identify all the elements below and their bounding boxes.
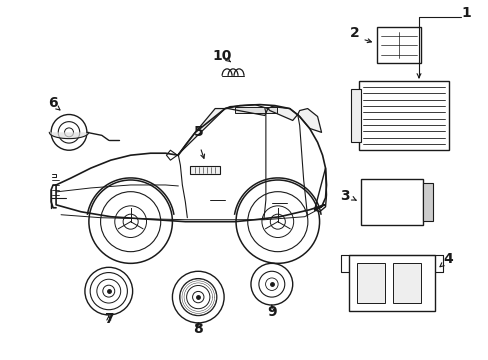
Text: 9: 9 — [266, 305, 276, 319]
Circle shape — [115, 206, 146, 238]
FancyBboxPatch shape — [190, 166, 220, 174]
Circle shape — [265, 278, 278, 291]
Circle shape — [101, 192, 161, 252]
Polygon shape — [178, 109, 224, 156]
Circle shape — [262, 206, 293, 238]
Circle shape — [64, 128, 73, 137]
Text: 2: 2 — [349, 26, 359, 40]
Text: 5: 5 — [193, 125, 203, 139]
Text: 6: 6 — [48, 96, 58, 109]
FancyBboxPatch shape — [376, 27, 420, 63]
Circle shape — [89, 180, 172, 264]
Circle shape — [192, 291, 203, 303]
Circle shape — [247, 192, 307, 252]
FancyBboxPatch shape — [235, 107, 276, 113]
Circle shape — [90, 273, 127, 310]
Polygon shape — [297, 109, 321, 132]
FancyBboxPatch shape — [351, 89, 361, 142]
FancyBboxPatch shape — [359, 81, 448, 150]
Circle shape — [270, 214, 285, 229]
Circle shape — [236, 180, 319, 264]
Polygon shape — [49, 132, 88, 139]
FancyBboxPatch shape — [392, 264, 420, 303]
FancyBboxPatch shape — [357, 264, 385, 303]
Text: 3: 3 — [340, 189, 349, 203]
Circle shape — [258, 271, 284, 297]
Circle shape — [250, 264, 292, 305]
FancyBboxPatch shape — [422, 183, 432, 221]
Text: 1: 1 — [461, 6, 470, 20]
FancyBboxPatch shape — [349, 255, 434, 311]
Text: 7: 7 — [104, 312, 113, 326]
Circle shape — [58, 122, 80, 143]
Circle shape — [179, 279, 217, 316]
Polygon shape — [267, 107, 297, 121]
Circle shape — [51, 114, 87, 150]
FancyBboxPatch shape — [361, 179, 422, 225]
Circle shape — [172, 271, 224, 323]
Circle shape — [123, 214, 138, 229]
Circle shape — [102, 285, 115, 297]
Text: 10: 10 — [212, 49, 231, 63]
Circle shape — [97, 279, 121, 303]
Polygon shape — [224, 105, 267, 116]
Text: 8: 8 — [193, 322, 203, 336]
Text: 4: 4 — [442, 252, 452, 266]
Circle shape — [85, 267, 132, 315]
Circle shape — [186, 285, 209, 309]
